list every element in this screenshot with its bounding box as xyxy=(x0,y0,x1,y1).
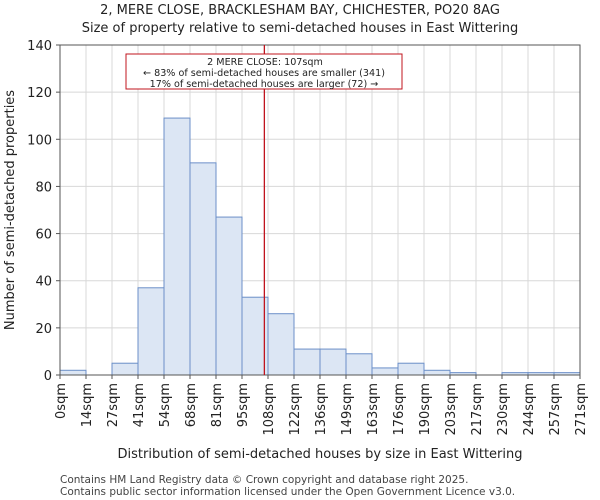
y-tick-label: 0 xyxy=(44,369,52,384)
histogram-bar xyxy=(215,216,243,376)
x-tick-label: 257sqm xyxy=(548,383,563,436)
y-tick-label: 100 xyxy=(27,133,52,148)
histogram-bar xyxy=(267,313,295,376)
histogram-bar xyxy=(423,369,451,376)
histogram-bar xyxy=(189,162,217,376)
histogram-bar xyxy=(137,287,165,376)
chart-title: 2, MERE CLOSE, BRACKLESHAM BAY, CHICHEST… xyxy=(100,3,500,18)
x-axis-label: Distribution of semi-detached houses by … xyxy=(118,447,523,462)
histogram-bar xyxy=(319,348,347,376)
x-tick-label: 190sqm xyxy=(418,383,433,436)
x-tick-label: 54sqm xyxy=(158,383,173,427)
histogram-bar xyxy=(397,362,425,376)
x-tick-label: 203sqm xyxy=(444,383,459,436)
y-tick-label: 60 xyxy=(35,228,52,243)
histogram-bar xyxy=(293,348,321,376)
x-tick-label: 27sqm xyxy=(106,383,121,427)
footer-copyright: Contains HM Land Registry data © Crown c… xyxy=(60,474,469,486)
x-tick-label: 0sqm xyxy=(54,383,69,419)
x-tick-label: 244sqm xyxy=(522,383,537,436)
annotation-line: ← 83% of semi-detached houses are smalle… xyxy=(143,68,385,79)
x-tick-label: 163sqm xyxy=(366,383,381,436)
annotation-line: 17% of semi-detached houses are larger (… xyxy=(150,79,379,90)
x-tick-label: 122sqm xyxy=(288,383,303,436)
histogram-bar xyxy=(111,362,139,376)
x-tick-label: 41sqm xyxy=(132,383,147,427)
annotation-box xyxy=(125,53,403,90)
footer-licence: Contains public sector information licen… xyxy=(60,486,516,498)
histogram-bar xyxy=(345,353,373,376)
annotation-line: 2 MERE CLOSE: 107sqm xyxy=(207,57,323,68)
y-axis-label: Number of semi-detached properties xyxy=(3,90,18,330)
x-tick-label: 68sqm xyxy=(184,383,199,427)
x-tick-label: 176sqm xyxy=(392,383,407,436)
y-tick-label: 140 xyxy=(27,39,52,54)
x-tick-label: 136sqm xyxy=(314,383,329,436)
x-tick-label: 217sqm xyxy=(470,383,485,436)
histogram-bar xyxy=(163,117,191,376)
y-tick-label: 120 xyxy=(27,86,52,101)
y-tick-label: 40 xyxy=(35,275,52,290)
x-tick-label: 95sqm xyxy=(236,383,251,427)
x-tick-label: 271sqm xyxy=(574,383,589,436)
x-tick-label: 108sqm xyxy=(262,383,277,436)
y-tick-label: 20 xyxy=(35,322,52,337)
y-tick-label: 80 xyxy=(35,180,52,195)
chart-subtitle: Size of property relative to semi-detach… xyxy=(81,21,519,36)
histogram-bar xyxy=(59,369,87,376)
x-tick-label: 230sqm xyxy=(496,383,511,436)
x-tick-label: 14sqm xyxy=(80,383,95,427)
histogram-bar xyxy=(371,367,399,376)
x-tick-label: 149sqm xyxy=(340,383,355,436)
x-tick-label: 81sqm xyxy=(210,383,225,427)
